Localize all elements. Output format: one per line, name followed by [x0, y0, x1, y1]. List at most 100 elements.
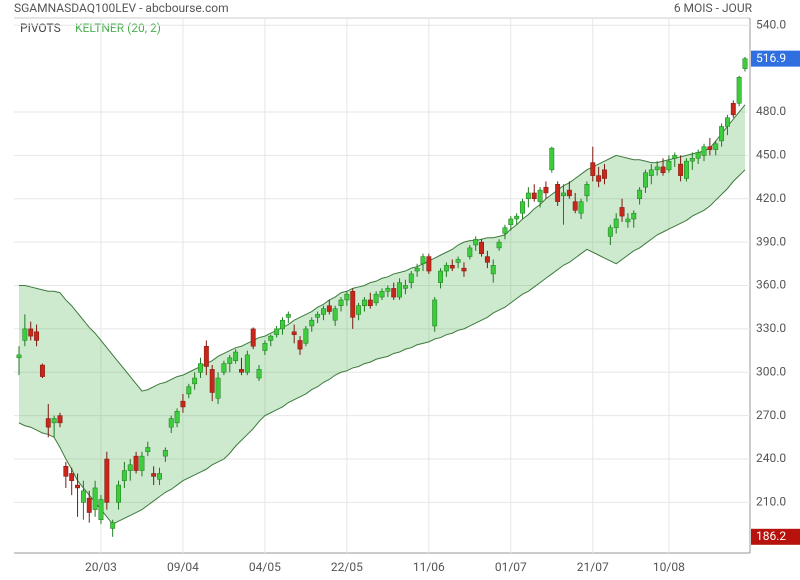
candle-body: [514, 215, 520, 220]
candle-body: [525, 192, 531, 199]
candle-body: [385, 288, 391, 292]
candle-body: [432, 299, 438, 327]
candle-body: [92, 487, 98, 510]
candle-body: [192, 377, 198, 385]
candle-body: [730, 103, 736, 116]
candle-body: [244, 354, 250, 373]
candle-body: [508, 218, 514, 226]
candle-body: [631, 212, 637, 220]
candle-body: [344, 293, 350, 301]
candle-body: [426, 256, 432, 272]
candle-body: [625, 218, 631, 223]
candle-body: [397, 282, 403, 298]
candle-body: [637, 189, 643, 199]
candle-body: [168, 418, 174, 428]
candle-body: [69, 473, 75, 481]
last-price-box: [751, 50, 800, 67]
candle-body: [326, 305, 332, 312]
candle-body: [719, 126, 725, 142]
candle-body: [121, 470, 127, 481]
candle-body: [643, 172, 648, 188]
x-tick-label: 21/07: [577, 560, 609, 574]
legend-pivots: PIVOTS: [20, 21, 61, 35]
chart-subtitle: 6 MOIS - JOUR: [674, 1, 753, 15]
y-tick-label: 330.0: [756, 321, 786, 335]
candle-body: [672, 155, 678, 159]
candle-body: [215, 377, 221, 399]
candle-body: [285, 314, 291, 318]
candle-body: [654, 166, 660, 171]
y-tick-label: 480.0: [756, 104, 786, 118]
candle-body: [233, 351, 239, 361]
candle-body: [742, 58, 748, 69]
low-price-label: 186.2: [756, 529, 786, 543]
chart-title: SGAMNASDAQ100LEV - abcbourse.com: [14, 1, 229, 15]
candle-body: [198, 363, 203, 373]
candle-body: [80, 490, 86, 503]
y-tick-label: 360.0: [756, 278, 786, 292]
candle-body: [28, 328, 34, 337]
candle-body: [34, 331, 40, 341]
y-tick-label: 270.0: [756, 408, 786, 422]
candle-body: [180, 400, 186, 408]
candle-body: [303, 328, 309, 344]
candle-body: [22, 328, 28, 341]
candle-body: [321, 308, 326, 315]
candle-body: [51, 418, 57, 424]
candle-body: [607, 227, 613, 237]
x-tick-label: 09/04: [167, 560, 199, 574]
y-tick-label: 300.0: [756, 364, 786, 378]
candle-body: [578, 201, 584, 214]
candle-body: [455, 259, 461, 263]
candle-body: [16, 354, 22, 359]
candle-body: [250, 328, 256, 347]
candle-body: [39, 364, 45, 377]
candle-body: [479, 241, 484, 254]
candle-body: [268, 335, 274, 341]
candle-body: [414, 267, 420, 272]
candle-body: [133, 455, 139, 471]
candle-body: [689, 158, 695, 162]
candle-body: [209, 369, 215, 393]
candle-body: [373, 293, 379, 304]
candle-body: [104, 458, 110, 503]
candle-body: [332, 308, 338, 321]
candle-body: [502, 227, 508, 234]
candle-body: [449, 265, 455, 269]
keltner-lower: [18, 169, 746, 525]
candle-body: [531, 192, 537, 199]
candle-body: [584, 184, 590, 197]
candle-body: [678, 163, 684, 176]
candle-body: [660, 166, 666, 173]
y-tick-label: 450.0: [756, 148, 786, 162]
candle-body: [724, 117, 730, 127]
candle-body: [701, 146, 707, 156]
candle-body: [262, 343, 268, 351]
candle-body: [549, 147, 555, 171]
candle-body: [315, 314, 321, 318]
candle-body: [408, 273, 414, 283]
candle-body: [291, 331, 297, 335]
candle-body: [367, 299, 373, 306]
candle-body: [684, 160, 689, 179]
candle-body: [75, 484, 80, 489]
candle-body: [139, 455, 145, 471]
candle-body: [695, 152, 701, 159]
candle-body: [537, 189, 543, 202]
candle-body: [613, 218, 619, 228]
candle-body: [496, 241, 502, 249]
candle-body: [45, 418, 51, 428]
candle-body: [162, 450, 168, 457]
candle-body: [157, 473, 162, 480]
keltner-band: [19, 104, 745, 525]
candle-body: [227, 357, 233, 364]
candle-body: [461, 267, 467, 272]
x-tick-label: 22/05: [331, 560, 363, 574]
candle-body: [338, 299, 344, 306]
candle-body: [619, 207, 625, 217]
candle-body: [473, 238, 479, 246]
candle-body: [256, 369, 262, 379]
candle-body: [379, 291, 385, 298]
candle-body: [555, 184, 561, 202]
candle-body: [543, 186, 549, 194]
